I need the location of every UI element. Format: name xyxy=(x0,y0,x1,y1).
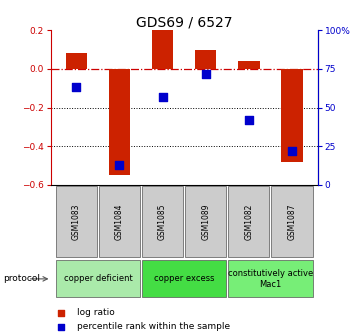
Point xyxy=(203,71,209,76)
Bar xyxy=(142,260,226,297)
Text: percentile rank within the sample: percentile rank within the sample xyxy=(77,322,230,331)
Bar xyxy=(271,186,313,257)
Text: protocol: protocol xyxy=(4,275,40,283)
Bar xyxy=(228,186,269,257)
Text: GSM1089: GSM1089 xyxy=(201,204,210,240)
Text: GSM1084: GSM1084 xyxy=(115,204,124,240)
Text: constitutively active
Mac1: constitutively active Mac1 xyxy=(228,269,313,289)
Bar xyxy=(56,186,97,257)
Bar xyxy=(142,186,183,257)
Point xyxy=(74,85,79,90)
Bar xyxy=(56,260,140,297)
Bar xyxy=(281,69,303,162)
Point xyxy=(289,148,295,154)
Text: GSM1083: GSM1083 xyxy=(72,204,81,240)
Bar xyxy=(66,53,87,69)
Bar xyxy=(109,69,130,175)
Text: copper deficient: copper deficient xyxy=(64,275,132,283)
Text: GSM1082: GSM1082 xyxy=(244,204,253,240)
Text: copper excess: copper excess xyxy=(154,275,214,283)
Point xyxy=(58,324,64,329)
Bar xyxy=(152,30,173,69)
Bar xyxy=(238,61,260,69)
Bar xyxy=(195,50,217,69)
Text: log ratio: log ratio xyxy=(77,308,115,317)
Point xyxy=(160,94,165,99)
Bar xyxy=(228,260,313,297)
Point xyxy=(117,162,122,167)
Point xyxy=(246,117,252,123)
Bar xyxy=(185,186,226,257)
Text: GSM1087: GSM1087 xyxy=(287,204,296,240)
Bar xyxy=(99,186,140,257)
Point xyxy=(58,310,64,315)
Text: GSM1085: GSM1085 xyxy=(158,204,167,240)
Title: GDS69 / 6527: GDS69 / 6527 xyxy=(136,15,232,29)
